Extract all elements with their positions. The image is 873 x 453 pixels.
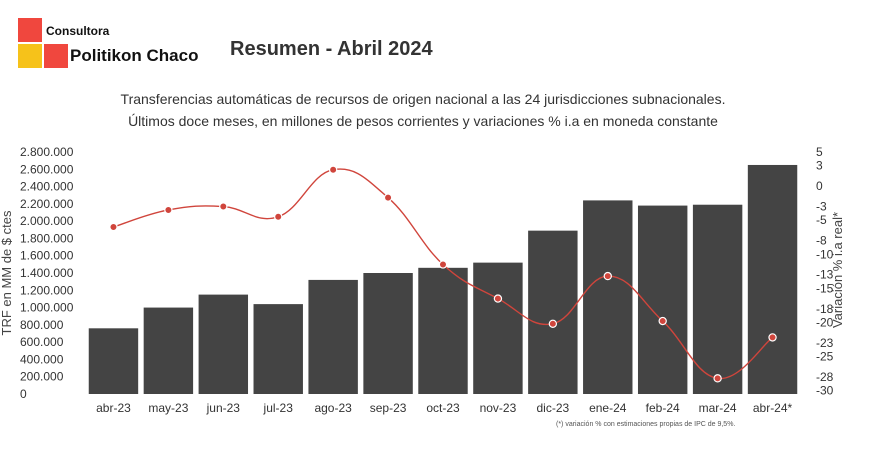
brand-name-small: Consultora <box>46 24 110 38</box>
right-tick-label: -20 <box>816 315 834 329</box>
left-tick-label: 2.200.000 <box>20 197 74 211</box>
logo-square-red-2-icon <box>44 44 68 68</box>
variation-points <box>109 165 777 383</box>
chart-plot: 0 200.000 400.000 600.000 800.000 1.000.000 1.… <box>0 145 845 415</box>
right-tick-label: -15 <box>816 281 834 295</box>
right-tick-label: -30 <box>816 384 834 398</box>
x-tick-label: abr-24* <box>753 401 793 415</box>
left-tick-label: 1.800.000 <box>20 231 74 245</box>
x-tick-label: sep-23 <box>370 401 407 415</box>
footnote: (*) variación % con estimaciones propias… <box>556 421 736 428</box>
line-point <box>493 294 503 303</box>
right-axis-title: Variación % i.a real* <box>830 212 845 328</box>
left-tick-label: 1.200.000 <box>20 283 74 297</box>
bar-series <box>88 164 798 394</box>
left-tick-label: 1.600.000 <box>20 249 74 263</box>
right-tick-label: -5 <box>816 213 827 227</box>
right-tick-label: -28 <box>816 370 834 384</box>
line-point <box>603 271 612 281</box>
x-tick-label: ago-23 <box>314 401 352 415</box>
x-tick-label: dic-23 <box>537 401 570 415</box>
line-point <box>438 260 448 269</box>
left-tick-label: 0 <box>20 387 27 401</box>
right-tick-label: -18 <box>816 302 834 316</box>
left-tick-label: 800.000 <box>20 318 64 332</box>
x-tick-label: jun-23 <box>206 401 241 415</box>
right-tick-label: -25 <box>816 350 834 364</box>
x-axis-labels: abr-23 may-23 jun-23 jul-23 ago-23 sep-23 oct-… <box>96 401 792 415</box>
chart-subtitle-line-2: Últimos doce meses, en millones de pesos… <box>128 113 718 129</box>
line-point <box>109 222 118 232</box>
line-point <box>548 319 558 328</box>
left-tick-label: 2.600.000 <box>20 162 74 176</box>
line-point <box>383 193 393 202</box>
right-tick-label: -10 <box>816 247 834 261</box>
logo-square-red-icon <box>18 18 42 42</box>
right-tick-label: -13 <box>816 268 834 282</box>
left-tick-label: 600.000 <box>20 335 64 349</box>
bar <box>583 200 633 394</box>
right-tick-label: -23 <box>816 336 834 350</box>
x-tick-label: feb-24 <box>646 401 680 415</box>
chart-subtitle-line-1: Transferencias automáticas de recursos d… <box>120 91 726 107</box>
left-tick-label: 2.800.000 <box>20 145 74 159</box>
right-tick-label: 5 <box>816 145 823 159</box>
line-point <box>328 165 338 174</box>
right-tick-label: 0 <box>816 179 823 193</box>
bar <box>637 205 688 394</box>
bar <box>418 267 468 394</box>
right-tick-label: -8 <box>816 234 827 248</box>
left-axis-ticks: 0 200.000 400.000 600.000 800.000 1.000.000 1.… <box>20 145 74 401</box>
line-point <box>219 202 228 211</box>
x-tick-label: mar-24 <box>699 401 737 415</box>
line-point <box>274 212 283 221</box>
left-axis-title: TRF en MM de $ ctes <box>0 210 14 335</box>
bar <box>747 164 798 394</box>
x-tick-label: oct-23 <box>426 401 460 415</box>
x-tick-label: abr-23 <box>96 401 131 415</box>
right-tick-label: -3 <box>816 200 827 214</box>
bar <box>363 273 413 394</box>
x-tick-label: nov-23 <box>480 401 517 415</box>
left-tick-label: 2.400.000 <box>20 180 74 194</box>
logo-square-yellow-icon <box>18 44 42 68</box>
bar <box>198 294 249 394</box>
report-title: Resumen - Abril 2024 <box>230 38 433 60</box>
bar <box>253 304 303 394</box>
line-point <box>658 316 667 326</box>
bar <box>143 307 194 394</box>
left-tick-label: 1.000.000 <box>20 301 74 315</box>
left-tick-label: 200.000 <box>20 370 64 384</box>
brand-logo: Consultora Politikon Chaco <box>18 18 208 74</box>
right-tick-label: 3 <box>816 159 823 173</box>
left-tick-label: 1.400.000 <box>20 266 74 280</box>
bar <box>88 328 139 394</box>
line-point <box>164 205 173 215</box>
bar <box>473 262 523 394</box>
brand-name-big: Politikon Chaco <box>70 46 199 65</box>
x-tick-label: ene-24 <box>589 401 627 415</box>
x-tick-label: may-23 <box>148 401 188 415</box>
right-axis-ticks: 53 0 -3-5 -8-10 -13-15 -18-20 -23-25 -28-30 <box>816 145 834 398</box>
x-tick-label: jul-23 <box>263 401 294 415</box>
bar <box>308 279 358 394</box>
bar <box>692 204 743 394</box>
line-point <box>713 374 722 383</box>
line-point <box>768 333 777 342</box>
left-tick-label: 400.000 <box>20 352 64 366</box>
left-tick-label: 2.000.000 <box>20 214 74 228</box>
